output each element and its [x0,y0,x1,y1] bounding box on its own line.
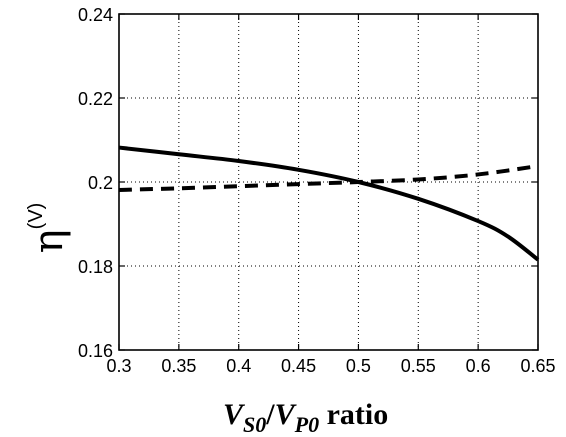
x-axis-label-slash: / [265,398,275,431]
y-tick-label: 0.2 [88,173,113,193]
x-tick-label: 0.4 [226,356,251,376]
y-axis-label-superscript: (V) [25,203,47,230]
y-tick-label: 0.18 [78,257,113,277]
x-tick-label: 0.6 [466,356,491,376]
y-tick-label: 0.24 [78,5,113,25]
x-tick-label: 0.55 [401,356,436,376]
x-axis-label: VS0/VP0 ratio [223,398,388,437]
y-axis-label-symbol: η [26,229,72,253]
x-axis-label-suffix: ratio [319,398,388,431]
x-tick-label: 0.3 [106,356,131,376]
grid-lines [119,14,538,350]
x-tick-label: 0.5 [346,356,371,376]
series-line-solid [118,145,540,262]
svg-text:VS0/VP0 ratio: VS0/VP0 ratio [223,398,388,437]
series-line-dashed [118,164,539,192]
series-lines [118,145,540,262]
y-tick-labels: 0.16 0.18 0.2 0.22 0.24 [78,5,113,361]
x-tick-label: 0.35 [161,356,196,376]
x-tick-label: 0.45 [281,356,316,376]
x-tick-labels: 0.3 0.35 0.4 0.45 0.5 0.55 0.6 0.65 [106,356,555,376]
x-axis-label-v2: V [275,398,298,431]
y-axis-label: η(V) [25,203,72,254]
y-tick-label: 0.16 [78,341,113,361]
x-axis-label-sub1: S0 [243,412,266,437]
x-axis-label-sub2: P0 [294,412,319,437]
axis-ticks [118,13,539,351]
y-tick-label: 0.22 [78,89,113,109]
svg-text:η(V): η(V) [25,203,72,254]
x-axis-label-v1: V [223,398,246,431]
x-tick-label: 0.65 [520,356,555,376]
